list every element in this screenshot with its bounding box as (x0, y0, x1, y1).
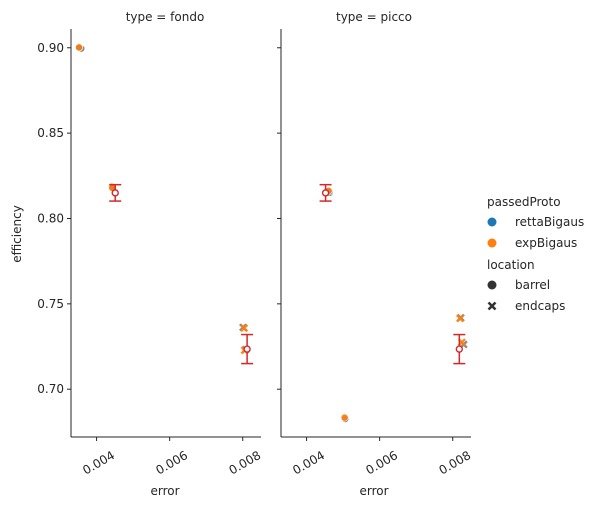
mean-marker (111, 189, 119, 197)
y-axis-label: efficiency (10, 205, 24, 263)
mean-marker (243, 345, 251, 353)
barrel-point (340, 413, 349, 422)
mean-marker (321, 189, 330, 197)
x-axis-label-picco: error (359, 484, 388, 498)
legend-label-rettabigaus: rettaBigaus (515, 215, 584, 229)
endcaps-point (240, 324, 249, 333)
legend-marker-expbigaus (487, 238, 497, 248)
x-axis-label-fondo: error (150, 484, 179, 498)
y-tick-label: 0.80 (37, 211, 64, 225)
legend-marker-endcaps (487, 301, 497, 311)
legend-label-endcaps: endcaps (515, 299, 565, 313)
barrel-point (75, 43, 83, 52)
legend-style-title: location (487, 258, 535, 272)
legend-marker-rettabigaus (487, 217, 497, 227)
y-tick-label: 0.75 (37, 297, 64, 311)
y-tick-label: 0.90 (37, 41, 64, 55)
y-tick-label: 0.85 (37, 126, 64, 140)
mean-marker (455, 345, 464, 353)
legend: passedProto rettaBigaus expBigaus locati… (487, 195, 584, 313)
legend-label-barrel: barrel (515, 278, 550, 292)
y-tick-label: 0.70 (37, 382, 64, 396)
panel-title-fondo: type = fondo (126, 10, 205, 24)
legend-marker-barrel (487, 280, 497, 290)
legend-label-expbigaus: expBigaus (515, 236, 577, 250)
endcaps-point (455, 314, 465, 323)
legend-hue-title: passedProto (487, 195, 561, 209)
panel-title-picco: type = picco (336, 10, 412, 24)
